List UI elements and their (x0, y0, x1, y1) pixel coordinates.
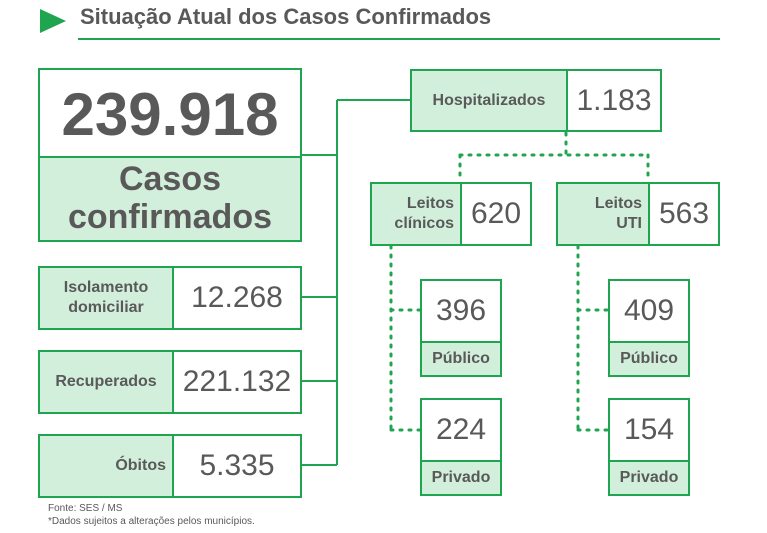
obitos-label: Óbitos (38, 434, 174, 498)
isolamento-label: Isolamento domiciliar (38, 266, 174, 330)
clinicos-privado-label: Privado (422, 460, 500, 494)
uti-privado-box: 154 Privado (608, 398, 690, 496)
obitos-value: 5.335 (172, 434, 302, 498)
total-cases-value: 239.918 (61, 81, 279, 148)
uti-publico-value: 409 (623, 294, 675, 327)
hospitalizados-label: Hospitalizados (410, 69, 568, 132)
uti-privado-value: 154 (623, 413, 675, 446)
clinicos-publico-label: Público (422, 341, 500, 375)
clinicos-publico-value: 396 (435, 294, 487, 327)
leitos-clinicos-label-line1: Leitos (406, 195, 454, 212)
clinicos-publico-box: 396 Público (420, 279, 502, 377)
leitos-clinicos-label: Leitos clínicos (370, 182, 462, 246)
leitos-clinicos-value: 620 (460, 182, 532, 246)
total-cases-label-area: Casos confirmados (40, 156, 300, 240)
recuperados-label: Recuperados (38, 350, 174, 414)
uti-publico-box: 409 Público (608, 279, 690, 377)
disclaimer-note: *Dados sujeitos a alterações pelos munic… (48, 516, 255, 527)
title-underline (78, 38, 720, 40)
uti-privado-label: Privado (610, 460, 688, 494)
leitos-uti-label-line2: UTI (616, 215, 642, 232)
clinicos-privado-box: 224 Privado (420, 398, 502, 496)
clinicos-privado-value: 224 (435, 413, 487, 446)
source-note: Fonte: SES / MS (48, 503, 123, 514)
hospitalizados-value: 1.183 (566, 69, 662, 132)
leitos-uti-label: Leitos UTI (556, 182, 650, 246)
total-cases-label-line2: confirmados (67, 198, 273, 236)
recuperados-value: 221.132 (172, 350, 302, 414)
total-cases-label-line1: Casos (118, 160, 222, 198)
leitos-uti-label-line1: Leitos (594, 195, 642, 212)
isolamento-label-line1: Isolamento (63, 279, 149, 296)
leitos-uti-value: 563 (648, 182, 720, 246)
page-title: Situação Atual dos Casos Confirmados (80, 4, 492, 29)
play-triangle-icon (40, 9, 66, 33)
leitos-clinicos-label-line2: clínicos (394, 215, 454, 232)
total-cases-box: 239.918 Casos confirmados (38, 68, 302, 242)
isolamento-value: 12.268 (172, 266, 302, 330)
isolamento-label-line2: domiciliar (68, 299, 144, 316)
uti-publico-label: Público (610, 341, 688, 375)
